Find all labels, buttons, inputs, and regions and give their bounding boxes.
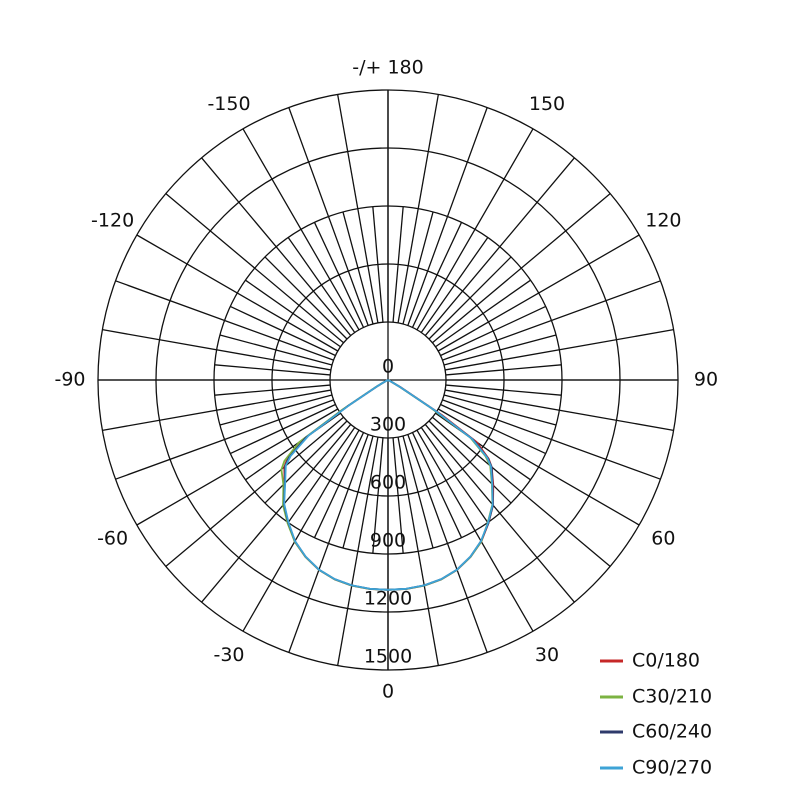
- grid-spoke: [442, 280, 661, 361]
- radial-tick-labels: 0 300 600 900 1200 1500: [364, 356, 412, 668]
- grid-spoke-minor: [264, 256, 348, 340]
- intensity-curves: [280, 379, 495, 591]
- grid-spoke: [407, 434, 488, 653]
- grid-spoke: [445, 329, 674, 371]
- legend-label: C60/240: [632, 721, 712, 743]
- grid-spoke: [432, 193, 611, 344]
- grid-spoke-minor: [443, 334, 557, 366]
- grid-spoke: [242, 429, 360, 632]
- angle-tick-label: 120: [645, 210, 681, 232]
- legend-label: C30/210: [632, 686, 712, 708]
- radial-tick-label: 1500: [364, 646, 412, 668]
- series-curve-c90-270: [283, 379, 494, 591]
- grid-spoke-minor: [435, 279, 531, 348]
- grid-spoke-minor: [411, 222, 463, 328]
- grid-spoke: [165, 416, 344, 567]
- angle-tick-label: 60: [651, 528, 675, 550]
- radial-tick-label: 300: [370, 414, 406, 436]
- angle-tick-label: -150: [207, 93, 250, 115]
- grid-spoke-minor: [230, 403, 336, 455]
- grid-spoke-minor: [287, 237, 356, 333]
- grid-spoke: [136, 408, 339, 526]
- grid-spoke: [115, 280, 334, 361]
- grid-spoke-minor: [245, 279, 341, 348]
- grid-spoke-minor: [372, 437, 384, 554]
- grid-spoke-minor: [402, 435, 434, 549]
- grid-spoke-minor: [411, 432, 463, 538]
- grid-spoke: [397, 437, 439, 666]
- grid-spoke: [115, 399, 334, 480]
- legend-label: C0/180: [632, 650, 700, 672]
- angle-tick-label: -120: [91, 210, 134, 232]
- angle-tick-label: 90: [694, 369, 718, 391]
- angle-tick-label: 30: [535, 644, 559, 666]
- grid-spoke-minor: [443, 394, 557, 426]
- angle-tick-label: -30: [213, 644, 244, 666]
- grid-spoke-minor: [342, 435, 374, 549]
- grid-spoke-minor: [313, 222, 365, 328]
- grid-spoke-minor: [214, 384, 331, 396]
- angle-tick-label: -/+ 180: [352, 57, 423, 79]
- angle-tick-label: -90: [54, 369, 85, 391]
- grid-spoke: [136, 234, 339, 352]
- grid-spoke: [288, 107, 369, 326]
- legend: C0/180 C30/210 C60/240 C90/270: [600, 650, 712, 779]
- grid-spoke-minor: [440, 305, 546, 357]
- grid-spoke: [424, 424, 575, 603]
- grid-spoke-minor: [445, 384, 562, 396]
- polar-grid: [97, 89, 679, 671]
- grid-spoke-minor: [264, 420, 348, 504]
- grid-spoke-minor: [372, 206, 384, 323]
- grid-spoke-minor: [402, 211, 434, 325]
- grid-spoke: [437, 408, 640, 526]
- grid-spoke: [201, 157, 352, 336]
- angle-tick-labels: 0 30 60 90 120 150 -/+ 180 -150 -120 -90 -60 -30: [54, 57, 718, 703]
- grid-spoke-minor: [420, 237, 489, 333]
- grid-spoke: [165, 193, 344, 344]
- radial-tick-label: 900: [370, 530, 406, 552]
- grid-spoke: [337, 437, 379, 666]
- legend-label: C90/270: [632, 757, 712, 779]
- grid-spoke-minor: [420, 427, 489, 523]
- angle-tick-label: 150: [529, 93, 565, 115]
- radial-tick-label: 1200: [364, 588, 412, 610]
- grid-spoke: [102, 389, 331, 431]
- grid-spoke-minor: [428, 420, 512, 504]
- grid-spoke-minor: [392, 206, 404, 323]
- grid-spoke-minor: [440, 403, 546, 455]
- grid-spoke: [437, 234, 640, 352]
- grid-spoke-minor: [230, 305, 336, 357]
- grid-spoke-minor: [287, 427, 356, 523]
- grid-spoke: [424, 157, 575, 336]
- grid-spoke-minor: [219, 394, 333, 426]
- grid-spoke: [102, 329, 331, 371]
- grid-spoke: [416, 128, 534, 331]
- grid-spoke: [337, 94, 379, 323]
- grid-spoke-minor: [428, 256, 512, 340]
- angle-tick-label: 0: [382, 681, 394, 703]
- radial-tick-label: 600: [370, 472, 406, 494]
- grid-spoke: [432, 416, 611, 567]
- grid-spoke: [442, 399, 661, 480]
- grid-spoke-minor: [342, 211, 374, 325]
- angle-tick-label: -60: [97, 528, 128, 550]
- grid-spoke: [242, 128, 360, 331]
- grid-spoke: [445, 389, 674, 431]
- grid-spoke-minor: [219, 334, 333, 366]
- grid-spoke: [416, 429, 534, 632]
- grid-spoke: [201, 424, 352, 603]
- grid-spoke-minor: [392, 437, 404, 554]
- grid-spoke-minor: [445, 364, 562, 376]
- radial-tick-label: 0: [382, 356, 394, 378]
- grid-spoke: [407, 107, 488, 326]
- grid-spoke: [288, 434, 369, 653]
- grid-spoke-minor: [313, 432, 365, 538]
- grid-spoke: [397, 94, 439, 323]
- grid-spoke-minor: [214, 364, 331, 376]
